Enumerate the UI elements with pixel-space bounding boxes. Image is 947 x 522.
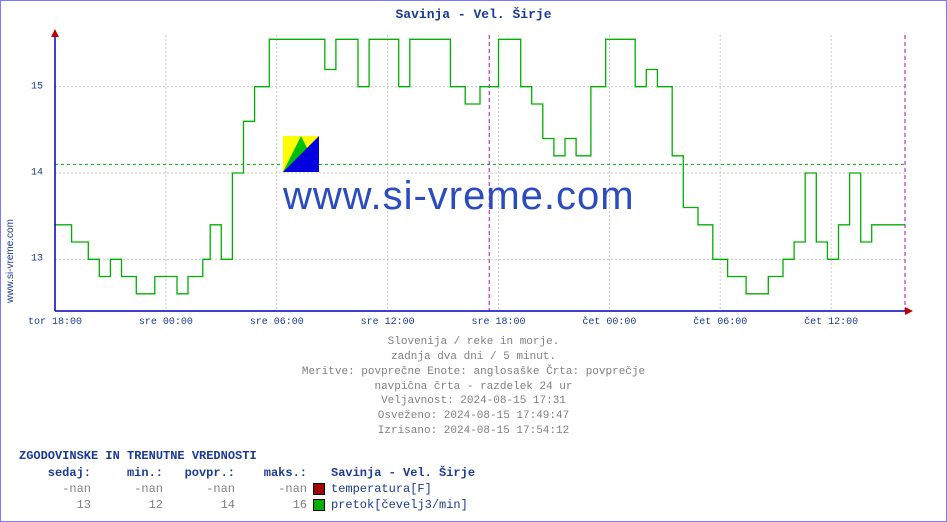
caption-line: Izrisano: 2024-08-15 17:54:12 (1, 424, 946, 439)
caption-line: zadnja dva dni / 5 minut. (1, 350, 946, 365)
stats-col-header: Savinja - Vel. Širje (331, 466, 631, 480)
caption-line: Meritve: povprečne Enote: anglosaške Črt… (1, 365, 946, 380)
x-tick-label: sre 00:00 (139, 317, 193, 328)
x-ticks: tor 18:00sre 00:00sre 06:00sre 12:00sre … (49, 317, 917, 331)
x-tick-label: sre 06:00 (250, 317, 304, 328)
chart-title: Savinja - Vel. Širje (1, 7, 946, 22)
series-swatch (313, 483, 325, 495)
y-tick-label: 13 (31, 254, 43, 265)
caption-line: Veljavnost: 2024-08-15 17:31 (1, 394, 946, 409)
stats-cell: -nan (91, 482, 163, 496)
stats-cell: 16 (235, 498, 307, 512)
stats-col-header: min.: (91, 466, 163, 480)
stats-row: 13121416 pretok[čevelj3/min] (19, 497, 631, 513)
stats-cell: 13 (19, 498, 91, 512)
series-label: temperatura[F] (331, 482, 631, 496)
y-tick-label: 15 (31, 81, 43, 92)
x-tick-label: čet 00:00 (582, 317, 636, 328)
x-tick-label: čet 06:00 (693, 317, 747, 328)
y-tick-label: 14 (31, 168, 43, 179)
stats-cell: 12 (91, 498, 163, 512)
stats-cell: -nan (19, 482, 91, 496)
stats-header: ZGODOVINSKE IN TRENUTNE VREDNOSTI (19, 449, 631, 463)
stats-column-row: sedaj:min.:povpr.:maks.: Savinja - Vel. Š… (19, 465, 631, 481)
series-swatch (313, 499, 325, 511)
caption-line: Slovenija / reke in morje. (1, 335, 946, 350)
chart-captions: Slovenija / reke in morje.zadnja dva dni… (1, 335, 946, 439)
x-tick-label: čet 12:00 (804, 317, 858, 328)
y-ticks: 13 14 15 (1, 27, 47, 317)
stats-cell: 14 (163, 498, 235, 512)
caption-line: Osveženo: 2024-08-15 17:49:47 (1, 409, 946, 424)
stats-col-header: povpr.: (163, 466, 235, 480)
stats-col-header: maks.: (235, 466, 307, 480)
series-label: pretok[čevelj3/min] (331, 498, 631, 512)
stats-cell: -nan (235, 482, 307, 496)
stats-col-header: sedaj: (19, 466, 91, 480)
stats-row: -nan-nan-nan-nantemperatura[F] (19, 481, 631, 497)
x-tick-label: tor 18:00 (28, 317, 82, 328)
x-tick-label: sre 18:00 (471, 317, 525, 328)
stats-cell: -nan (163, 482, 235, 496)
chart-card: Savinja - Vel. Širje www.si-vreme.com 13… (0, 0, 947, 522)
stats-table: ZGODOVINSKE IN TRENUTNE VREDNOSTI sedaj:… (19, 449, 631, 513)
caption-line: navpična črta - razdelek 24 ur (1, 380, 946, 395)
x-tick-label: sre 12:00 (361, 317, 415, 328)
chart-plot (49, 27, 917, 317)
